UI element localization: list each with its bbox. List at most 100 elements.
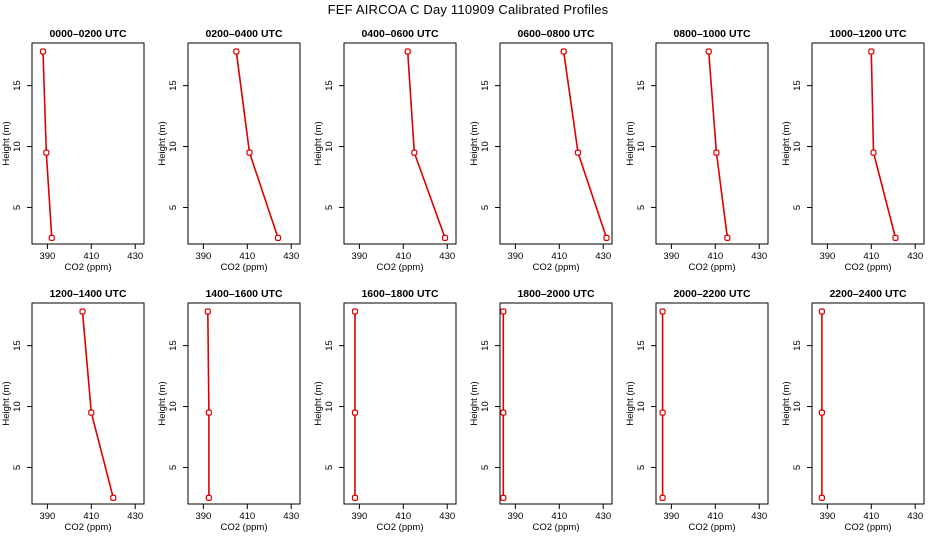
y-tick-label: 15 bbox=[636, 340, 647, 351]
x-tick-label: 410 bbox=[239, 251, 255, 262]
profile-point bbox=[79, 308, 86, 315]
y-tick-label: 10 bbox=[792, 141, 803, 152]
x-tick-label: 390 bbox=[507, 511, 523, 522]
profile-point bbox=[724, 234, 731, 242]
profile-point bbox=[274, 234, 282, 242]
profile-point bbox=[659, 308, 666, 315]
x-tick-label: 410 bbox=[551, 251, 567, 262]
y-tick-label: 10 bbox=[792, 401, 803, 412]
y-tick-label: 15 bbox=[792, 80, 803, 91]
profile-point bbox=[233, 48, 240, 55]
y-tick-label: 5 bbox=[792, 465, 803, 470]
x-axis-label: CO2 (ppm) bbox=[377, 262, 424, 273]
y-tick-label: 5 bbox=[480, 465, 491, 470]
y-tick-label: 5 bbox=[168, 205, 179, 210]
x-tick-label: 430 bbox=[751, 251, 767, 262]
x-tick-label: 410 bbox=[707, 511, 723, 522]
profile-point bbox=[88, 409, 95, 416]
profile-point bbox=[48, 234, 55, 242]
profile-point bbox=[110, 494, 117, 502]
x-tick-label: 390 bbox=[195, 251, 211, 262]
profile-point bbox=[818, 308, 825, 315]
profile-point bbox=[818, 494, 825, 502]
panel-6: 1000–1200 UTC 390 410 430 CO2 (ppm) 5 10 15 Heig… bbox=[781, 28, 925, 273]
profile-line bbox=[207, 311, 210, 498]
profile-point bbox=[351, 494, 359, 502]
x-tick-label: 410 bbox=[707, 251, 723, 262]
y-axis-label: Height (m) bbox=[625, 381, 636, 425]
y-axis-label: Height (m) bbox=[469, 121, 480, 165]
profile-point bbox=[204, 308, 211, 315]
x-tick-label: 410 bbox=[863, 511, 879, 522]
panel-title: 1800–2000 UTC bbox=[517, 288, 594, 300]
y-tick-label: 10 bbox=[636, 401, 647, 412]
x-tick-label: 410 bbox=[395, 511, 411, 522]
y-tick-label: 15 bbox=[324, 340, 335, 351]
x-tick-label: 430 bbox=[127, 511, 143, 522]
x-tick-label: 390 bbox=[819, 251, 835, 262]
profile-point bbox=[868, 48, 875, 55]
x-axis-label: CO2 (ppm) bbox=[689, 522, 736, 533]
profile-point bbox=[205, 409, 212, 416]
y-tick-label: 15 bbox=[480, 80, 491, 91]
x-tick-label: 430 bbox=[595, 511, 611, 522]
panel-title: 1200–1400 UTC bbox=[49, 288, 126, 300]
y-tick-label: 10 bbox=[324, 401, 335, 412]
profile-point bbox=[705, 48, 712, 55]
x-tick-label: 390 bbox=[819, 511, 835, 522]
panel-title: 2000–2200 UTC bbox=[673, 288, 750, 300]
profile-line bbox=[406, 51, 446, 239]
x-tick-label: 410 bbox=[239, 511, 255, 522]
panel-2: 0200–0400 UTC 390 410 430 CO2 (ppm) 5 10 15 Heig… bbox=[157, 28, 301, 273]
panel-title: 0000–0200 UTC bbox=[49, 28, 126, 40]
profile-point bbox=[818, 409, 825, 416]
y-tick-label: 10 bbox=[636, 141, 647, 152]
x-tick-label: 430 bbox=[907, 511, 923, 522]
x-tick-label: 390 bbox=[195, 511, 211, 522]
y-axis-label: Height (m) bbox=[313, 121, 324, 165]
y-tick-label: 10 bbox=[168, 401, 179, 412]
y-axis-label: Height (m) bbox=[157, 121, 168, 165]
x-tick-label: 430 bbox=[907, 251, 923, 262]
y-tick-label: 5 bbox=[636, 465, 647, 470]
x-tick-label: 430 bbox=[439, 251, 455, 262]
x-axis-label: CO2 (ppm) bbox=[533, 522, 580, 533]
plot-frame bbox=[811, 42, 925, 245]
profile-point bbox=[246, 149, 253, 156]
panel-title: 0400–0600 UTC bbox=[361, 28, 438, 40]
x-tick-label: 390 bbox=[351, 251, 367, 262]
profile-line bbox=[562, 51, 608, 239]
profile-point bbox=[500, 409, 507, 416]
profile-point bbox=[659, 409, 666, 416]
profile-point bbox=[205, 494, 212, 502]
profile-point bbox=[603, 234, 610, 242]
panel-5: 0800–1000 UTC 390 410 430 CO2 (ppm) 5 10 15 Heig… bbox=[625, 28, 769, 273]
x-tick-label: 410 bbox=[395, 251, 411, 262]
y-tick-label: 5 bbox=[636, 205, 647, 210]
profile-point bbox=[713, 149, 720, 156]
y-axis-label: Height (m) bbox=[1, 121, 12, 165]
x-tick-label: 390 bbox=[39, 251, 55, 262]
y-axis-label: Height (m) bbox=[625, 121, 636, 165]
x-axis-label: CO2 (ppm) bbox=[221, 522, 268, 533]
panel-3: 0400–0600 UTC 390 410 430 CO2 (ppm) 5 10 15 Heig… bbox=[313, 28, 457, 273]
y-tick-label: 10 bbox=[324, 141, 335, 152]
profile-point bbox=[500, 308, 507, 315]
profile-point bbox=[574, 149, 582, 156]
y-tick-label: 5 bbox=[324, 205, 335, 210]
x-tick-label: 410 bbox=[863, 251, 879, 262]
profile-line bbox=[81, 311, 115, 499]
x-axis-label: CO2 (ppm) bbox=[845, 522, 892, 533]
y-tick-label: 15 bbox=[168, 340, 179, 351]
y-tick-label: 5 bbox=[168, 465, 179, 470]
panel-9: 1600–1800 UTC 390 410 430 CO2 (ppm) 5 10 15 Heig… bbox=[313, 288, 457, 533]
panel-title: 1600–1800 UTC bbox=[361, 288, 438, 300]
x-tick-label: 390 bbox=[663, 511, 679, 522]
y-tick-label: 5 bbox=[480, 205, 491, 210]
panel-title: 0600–0800 UTC bbox=[517, 28, 594, 40]
plot-frame bbox=[31, 302, 145, 505]
plot-frame bbox=[31, 42, 145, 245]
x-tick-label: 410 bbox=[83, 251, 99, 262]
plot-frame bbox=[343, 42, 457, 245]
panel-11: 2000–2200 UTC 390 410 430 CO2 (ppm) 5 10 15 Heig… bbox=[625, 288, 769, 533]
